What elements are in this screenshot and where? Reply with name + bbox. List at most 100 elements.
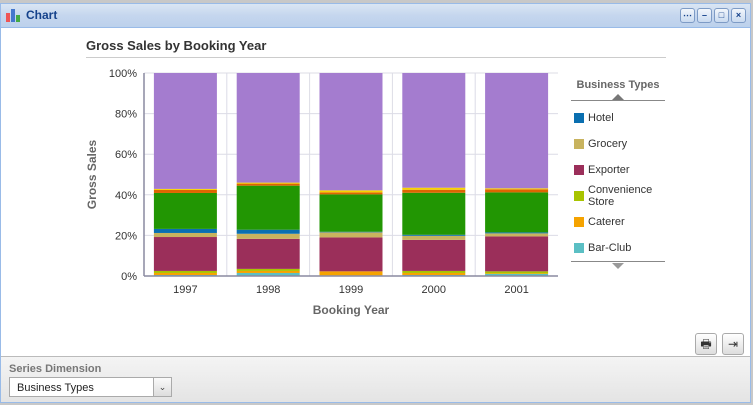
bar-segment bbox=[402, 234, 466, 236]
title-bar: Chart ⋯ – □ × bbox=[1, 4, 750, 28]
bar-segment bbox=[153, 228, 217, 233]
chart-title: Gross Sales by Booking Year bbox=[86, 38, 267, 53]
bar-segment bbox=[236, 183, 300, 186]
bar-segment bbox=[153, 192, 217, 229]
legend-label: Exporter bbox=[588, 164, 630, 176]
export-icon: ⇥ bbox=[727, 337, 739, 351]
y-tick-label: 40% bbox=[115, 190, 137, 202]
select-value: Business Types bbox=[17, 382, 94, 394]
bar-segment bbox=[319, 190, 383, 193]
bar-segment bbox=[236, 270, 300, 273]
bar-segment bbox=[153, 272, 217, 275]
x-tick-label: 1998 bbox=[256, 284, 280, 296]
x-tick-label: 1997 bbox=[173, 284, 197, 296]
bar-segment bbox=[402, 235, 466, 240]
legend-title: Business Types bbox=[576, 79, 660, 91]
x-tick-label: 2001 bbox=[504, 284, 528, 296]
legend-item[interactable]: Grocery bbox=[571, 131, 665, 157]
y-axis-label: Gross Sales bbox=[85, 139, 99, 209]
maximize-button[interactable]: □ bbox=[714, 8, 729, 23]
chart-panel: Chart ⋯ – □ × Gross Sales by Booking Yea… bbox=[0, 3, 751, 403]
bar-segment bbox=[319, 231, 383, 233]
chevron-down-icon[interactable]: ⌄ bbox=[153, 378, 171, 396]
y-tick-label: 20% bbox=[115, 230, 137, 242]
y-tick-label: 0% bbox=[121, 271, 137, 283]
legend-item[interactable]: Caterer bbox=[571, 209, 665, 235]
bar-segment bbox=[153, 237, 217, 271]
legend: Business Types Hotel Grocery Exporter Conve… bbox=[571, 74, 665, 269]
bar-segment bbox=[402, 73, 466, 188]
close-button[interactable]: × bbox=[731, 8, 746, 23]
bar-segment bbox=[236, 233, 300, 239]
series-dimension-select[interactable]: Business Types ⌄ bbox=[9, 377, 172, 397]
bar-segment bbox=[236, 268, 300, 271]
bar-segment bbox=[236, 272, 300, 276]
legend-label: Grocery bbox=[588, 138, 628, 150]
legend-scroll-down-icon[interactable] bbox=[612, 263, 624, 269]
printer-icon: 🖶 bbox=[700, 337, 712, 351]
bar-segment bbox=[236, 182, 300, 184]
bar-segment bbox=[402, 189, 466, 193]
legend-label: Hotel bbox=[588, 112, 614, 124]
legend-swatch bbox=[574, 165, 584, 175]
bar-segment bbox=[402, 187, 466, 190]
series-dimension-panel: Series Dimension Business Types ⌄ bbox=[1, 356, 750, 402]
bar-segment bbox=[319, 232, 383, 238]
legend-item[interactable]: Convenience Store bbox=[571, 183, 665, 209]
y-tick-label: 100% bbox=[109, 68, 137, 80]
bar-segment bbox=[153, 189, 217, 193]
legend-swatch bbox=[574, 217, 584, 227]
bar-segment bbox=[485, 273, 549, 276]
bar-segment bbox=[485, 73, 549, 189]
x-tick-label: 2000 bbox=[422, 284, 446, 296]
legend-item[interactable]: Exporter bbox=[571, 157, 665, 183]
legend-swatch bbox=[574, 243, 584, 253]
legend-label: Caterer bbox=[588, 216, 625, 228]
bar-segment bbox=[402, 239, 466, 271]
legend-label: Bar-Club bbox=[588, 242, 632, 254]
bar-segment bbox=[402, 270, 466, 273]
print-button[interactable]: 🖶 bbox=[695, 333, 717, 355]
bar-segment bbox=[236, 229, 300, 234]
y-tick-label: 60% bbox=[115, 149, 137, 161]
bar-segment bbox=[485, 271, 549, 274]
bar-segment bbox=[319, 194, 383, 232]
title-divider bbox=[86, 57, 666, 58]
bar-segment bbox=[485, 233, 549, 237]
legend-swatch bbox=[574, 113, 584, 123]
bar-segment bbox=[319, 192, 383, 195]
bar-segment bbox=[153, 270, 217, 273]
legend-item[interactable]: Hotel bbox=[571, 105, 665, 131]
bar-segment bbox=[402, 272, 466, 275]
x-axis-label: Booking Year bbox=[313, 303, 390, 317]
bar-segment bbox=[319, 271, 383, 276]
bar-segment bbox=[319, 237, 383, 272]
legend-scroll-up-icon[interactable] bbox=[612, 94, 624, 100]
minimize-button[interactable]: – bbox=[697, 8, 712, 23]
window-title: Chart bbox=[26, 8, 58, 22]
bar-segment bbox=[485, 192, 549, 233]
legend-swatch bbox=[574, 139, 584, 149]
bar-segment bbox=[485, 236, 549, 272]
bar-segment bbox=[236, 73, 300, 183]
bar-segment bbox=[485, 232, 549, 234]
legend-swatch bbox=[574, 191, 584, 201]
series-dimension-label: Series Dimension bbox=[9, 363, 102, 375]
bar-segment bbox=[402, 192, 466, 235]
x-tick-label: 1999 bbox=[339, 284, 363, 296]
bar-chart-icon bbox=[6, 9, 20, 22]
bar-segment bbox=[485, 188, 549, 190]
bar-segment bbox=[153, 232, 217, 238]
legend-label: Convenience Store bbox=[588, 184, 653, 208]
options-button[interactable]: ⋯ bbox=[680, 8, 695, 23]
export-button[interactable]: ⇥ bbox=[722, 333, 744, 355]
bar-segment bbox=[153, 188, 217, 190]
bar-segment bbox=[485, 189, 549, 193]
bar-segment bbox=[319, 73, 383, 191]
bar-segment bbox=[236, 238, 300, 269]
bar-segment bbox=[485, 273, 549, 274]
legend-item[interactable]: Bar-Club bbox=[571, 235, 665, 261]
bar-segment bbox=[236, 185, 300, 230]
chart-plot: 0% 20% 40% 60% 80% 100% 1997 1998 1999 2000 2001 Bo… bbox=[85, 68, 558, 317]
y-tick-label: 80% bbox=[115, 109, 137, 121]
